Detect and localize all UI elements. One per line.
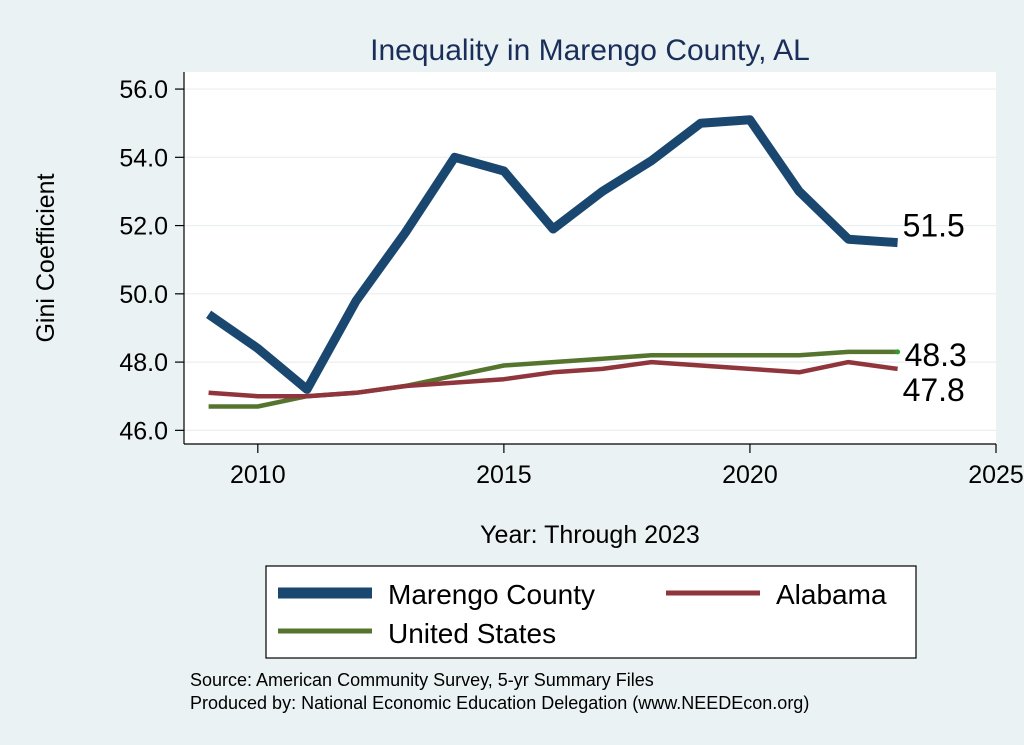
x-tick-label: 2015	[476, 461, 532, 489]
end-label-united-states: 48.3	[905, 337, 967, 373]
x-axis-label: Year: Through 2023	[480, 521, 700, 549]
legend-box	[265, 565, 917, 659]
series-line-alabama	[208, 359, 898, 399]
y-tick-label: 54.0	[119, 144, 168, 172]
end-label-marengo-county: 51.5	[903, 208, 965, 244]
x-tick-label: 2020	[722, 461, 778, 489]
chart-title: Inequality in Marengo County, AL	[370, 34, 810, 67]
x-ticks: 2010 2015 2020 2025	[230, 444, 1024, 489]
y-tick-label: 56.0	[119, 76, 168, 104]
end-marker-united-states	[895, 349, 901, 355]
legend-label-united-states: United States	[388, 618, 556, 649]
legend: Marengo County Alabama United States	[265, 565, 917, 659]
legend-label-alabama: Alabama	[776, 579, 887, 610]
x-tick-label: 2025	[968, 461, 1024, 489]
y-tick-label: 46.0	[119, 417, 168, 445]
series-line-marengo-county	[206, 115, 898, 394]
y-tick-label: 52.0	[119, 213, 168, 241]
source-note: Source: American Community Survey, 5-yr …	[190, 670, 654, 690]
x-tick-label: 2010	[230, 461, 286, 489]
y-ticks: 46.0 48.0 50.0 52.0 54.0 56.0	[119, 76, 184, 445]
legend-label-marengo: Marengo County	[388, 579, 595, 610]
y-tick-label: 48.0	[119, 349, 168, 377]
produced-by-note: Produced by: National Economic Education…	[190, 693, 809, 713]
y-tick-label: 50.0	[119, 281, 168, 309]
series-lines	[206, 115, 898, 409]
plot-area	[184, 72, 996, 444]
end-labels: 51.5 47.848.3	[895, 208, 967, 408]
y-axis-label: Gini Coefficient	[32, 173, 60, 342]
end-label-alabama: 47.8	[903, 372, 965, 408]
